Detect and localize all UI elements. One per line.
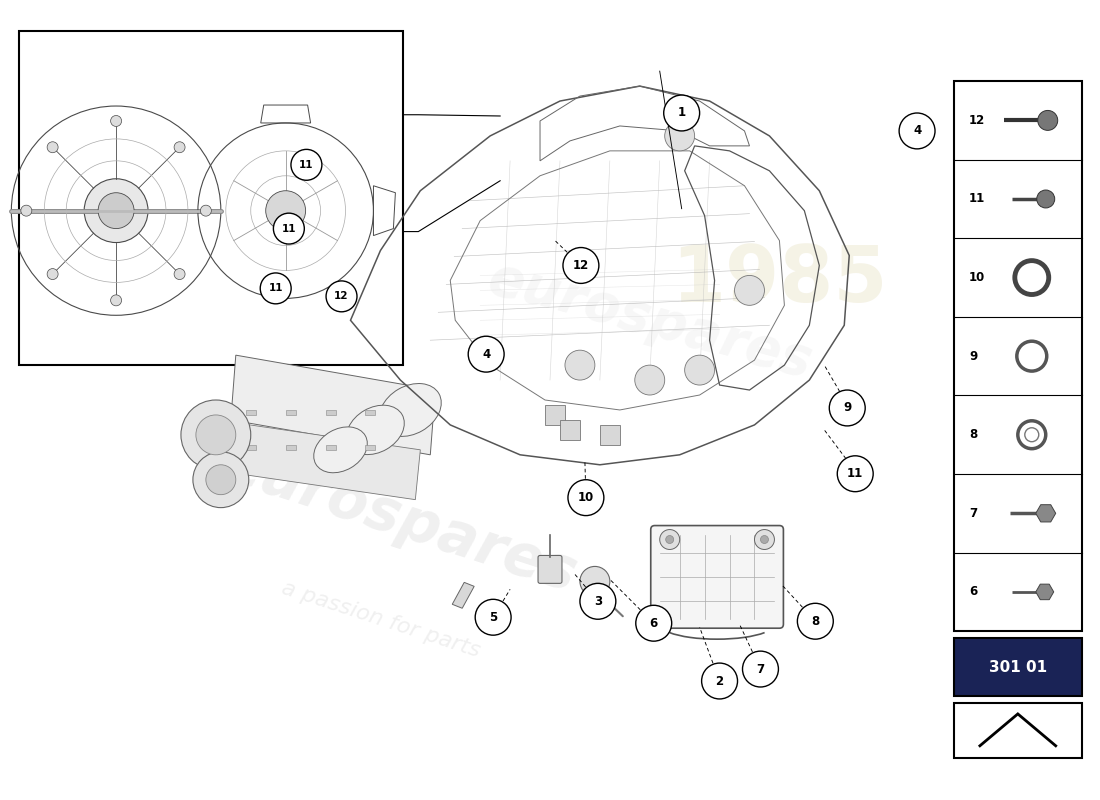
Polygon shape xyxy=(544,405,565,425)
Polygon shape xyxy=(1036,505,1056,522)
Polygon shape xyxy=(286,410,296,415)
Circle shape xyxy=(274,213,305,244)
Circle shape xyxy=(760,535,769,543)
Text: 11: 11 xyxy=(847,467,864,480)
Circle shape xyxy=(98,193,134,229)
FancyBboxPatch shape xyxy=(954,638,1081,696)
FancyBboxPatch shape xyxy=(954,81,1081,631)
Text: 2: 2 xyxy=(715,674,724,687)
Circle shape xyxy=(196,415,235,455)
Circle shape xyxy=(1037,110,1058,130)
Circle shape xyxy=(702,663,737,699)
Text: 12: 12 xyxy=(334,291,349,302)
Circle shape xyxy=(85,178,148,242)
Text: 9: 9 xyxy=(843,402,851,414)
Circle shape xyxy=(200,205,211,216)
Polygon shape xyxy=(231,355,436,455)
Circle shape xyxy=(666,535,673,543)
Polygon shape xyxy=(1036,584,1054,600)
Text: 7: 7 xyxy=(969,507,977,520)
Text: 12: 12 xyxy=(573,259,588,272)
Circle shape xyxy=(837,456,873,492)
Circle shape xyxy=(580,583,616,619)
Ellipse shape xyxy=(346,406,405,454)
Circle shape xyxy=(111,295,122,306)
Polygon shape xyxy=(286,445,296,450)
Circle shape xyxy=(636,606,672,641)
Polygon shape xyxy=(365,410,375,415)
Text: 5: 5 xyxy=(490,610,497,624)
Circle shape xyxy=(47,142,58,153)
Polygon shape xyxy=(326,410,336,415)
Text: 7: 7 xyxy=(757,662,764,675)
Circle shape xyxy=(261,273,292,304)
Circle shape xyxy=(829,390,866,426)
Circle shape xyxy=(475,599,512,635)
FancyBboxPatch shape xyxy=(538,555,562,583)
FancyBboxPatch shape xyxy=(651,526,783,628)
Circle shape xyxy=(47,269,58,279)
Text: 9: 9 xyxy=(969,350,977,362)
Polygon shape xyxy=(365,445,375,450)
Text: a passion for parts: a passion for parts xyxy=(278,578,482,661)
Text: 3: 3 xyxy=(594,594,602,608)
Polygon shape xyxy=(326,445,336,450)
Text: eurospares: eurospares xyxy=(482,252,817,389)
Circle shape xyxy=(206,465,235,494)
Circle shape xyxy=(292,150,322,180)
Circle shape xyxy=(742,651,779,687)
Circle shape xyxy=(563,247,598,283)
Text: 4: 4 xyxy=(913,125,921,138)
Circle shape xyxy=(664,121,694,151)
FancyBboxPatch shape xyxy=(954,703,1081,758)
Text: 10: 10 xyxy=(578,491,594,504)
Ellipse shape xyxy=(314,427,367,473)
Text: eurospares: eurospares xyxy=(216,435,585,604)
Polygon shape xyxy=(600,425,619,445)
Text: 8: 8 xyxy=(969,428,977,442)
Text: 4: 4 xyxy=(482,348,491,361)
Ellipse shape xyxy=(379,383,441,437)
Circle shape xyxy=(174,142,185,153)
Circle shape xyxy=(899,113,935,149)
Text: 1: 1 xyxy=(678,106,685,119)
Circle shape xyxy=(735,275,764,306)
Polygon shape xyxy=(560,420,580,440)
Circle shape xyxy=(1037,190,1055,208)
Circle shape xyxy=(660,530,680,550)
Text: 301 01: 301 01 xyxy=(989,659,1047,674)
Circle shape xyxy=(798,603,834,639)
Text: 6: 6 xyxy=(650,617,658,630)
Circle shape xyxy=(663,95,700,131)
Polygon shape xyxy=(211,420,420,500)
Circle shape xyxy=(580,566,609,596)
Circle shape xyxy=(1025,428,1038,442)
Polygon shape xyxy=(245,445,255,450)
Circle shape xyxy=(326,281,358,312)
Text: 6: 6 xyxy=(969,586,977,598)
Text: 11: 11 xyxy=(282,223,296,234)
Text: 11: 11 xyxy=(268,283,283,294)
Circle shape xyxy=(174,269,185,279)
Text: 11: 11 xyxy=(299,160,314,170)
Circle shape xyxy=(192,452,249,508)
Circle shape xyxy=(180,400,251,470)
Polygon shape xyxy=(245,410,255,415)
Text: 1985: 1985 xyxy=(671,242,888,318)
Circle shape xyxy=(111,115,122,126)
Polygon shape xyxy=(452,582,474,608)
Circle shape xyxy=(21,205,32,216)
Circle shape xyxy=(565,350,595,380)
Text: 8: 8 xyxy=(811,614,819,628)
Text: 12: 12 xyxy=(969,114,986,127)
Circle shape xyxy=(568,480,604,515)
Circle shape xyxy=(684,355,715,385)
Text: 10: 10 xyxy=(969,271,986,284)
Circle shape xyxy=(266,190,306,230)
FancyBboxPatch shape xyxy=(20,31,404,365)
Circle shape xyxy=(755,530,774,550)
Text: 11: 11 xyxy=(969,193,986,206)
Circle shape xyxy=(469,336,504,372)
Circle shape xyxy=(635,365,664,395)
